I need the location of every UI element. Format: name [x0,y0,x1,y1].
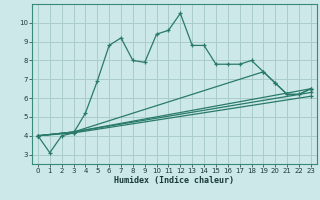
X-axis label: Humidex (Indice chaleur): Humidex (Indice chaleur) [115,176,234,185]
